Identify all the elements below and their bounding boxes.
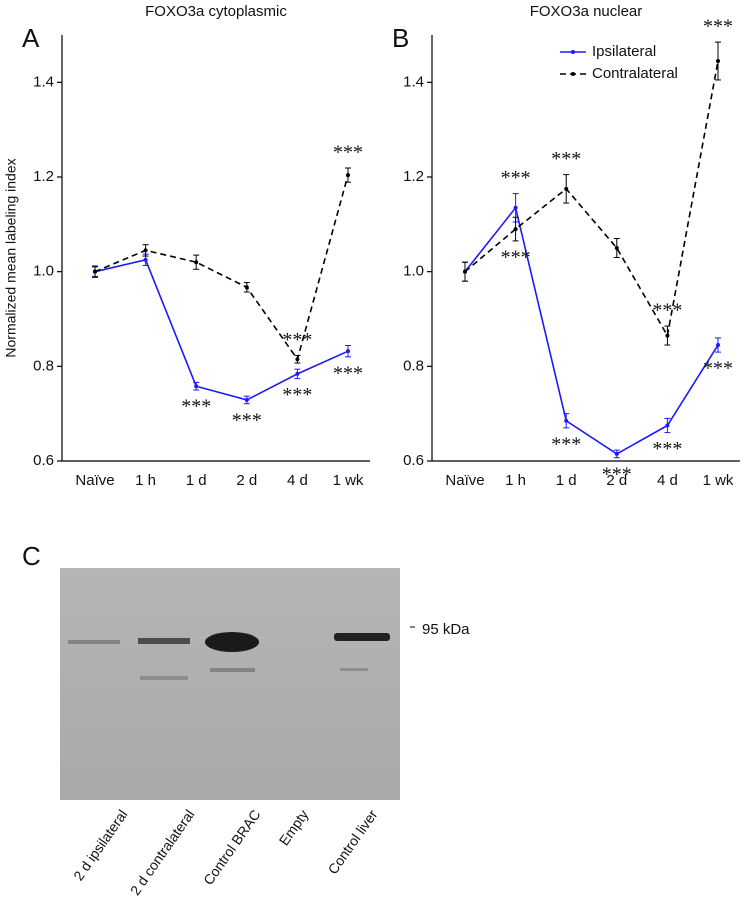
y-tick-label: 1.0: [33, 263, 54, 280]
significance-label: ***: [333, 362, 363, 384]
series-line: [464, 205, 719, 455]
y-tick-label: 1.4: [403, 73, 424, 90]
y-tick-label: 0.8: [33, 357, 54, 374]
x-tick-label: 4 d: [657, 472, 678, 489]
chart-title: FOXO3a cytoplasmic: [145, 3, 287, 20]
significance-label: ***: [551, 148, 581, 170]
band: [210, 668, 255, 672]
x-tick-label: 1 wk: [333, 472, 364, 489]
x-tick-label: Naïve: [445, 472, 484, 489]
data-point: [513, 227, 518, 232]
x-tick-label: Naïve: [75, 472, 114, 489]
significance-label: ***: [282, 384, 312, 406]
significance-label: ***: [501, 246, 531, 268]
band: [68, 640, 120, 644]
data-point: [564, 418, 569, 423]
band: [334, 633, 390, 641]
y-tick-label: 1.0: [403, 263, 424, 280]
significance-label: ***: [703, 358, 733, 380]
lane-label: Empty: [276, 807, 312, 849]
legend-label: Contralateral: [592, 65, 678, 82]
data-point: [194, 260, 199, 265]
blot-membrane: [60, 568, 400, 800]
data-point: [614, 246, 619, 250]
data-point: [93, 269, 97, 274]
lane-label: Control liver: [325, 806, 381, 877]
data-point: [665, 423, 670, 428]
data-point: [244, 397, 249, 402]
y-tick-label: 1.2: [403, 168, 424, 185]
data-point: [716, 59, 720, 64]
y-tick-label: 1.4: [33, 73, 54, 90]
band: [140, 676, 188, 680]
data-point: [716, 343, 720, 348]
data-point: [295, 357, 300, 362]
significance-label: ***: [501, 167, 531, 189]
y-axis-label: Normalized mean labeling index: [3, 158, 19, 357]
y-tick-label: 1.2: [33, 168, 54, 185]
data-point: [346, 173, 350, 178]
lane-label: 2 d ipsilateral: [70, 807, 130, 884]
series-line: [464, 60, 719, 338]
significance-label: ***: [181, 396, 211, 418]
lane-label: 2 d contralateral: [127, 807, 198, 898]
x-tick-label: 1 wk: [703, 472, 734, 489]
western-blot: 95 kDa: [60, 568, 470, 800]
data-point: [513, 205, 518, 210]
marker-label: 95 kDa: [422, 621, 470, 638]
x-tick-label: 1 d: [556, 472, 577, 489]
x-tick-label: 1 d: [186, 472, 207, 489]
significance-label: ***: [602, 463, 632, 485]
x-tick-label: 2 d: [606, 472, 627, 489]
data-point: [346, 349, 350, 354]
data-point: [463, 269, 467, 274]
data-point: [295, 371, 300, 376]
significance-label: ***: [703, 16, 733, 38]
data-point: [665, 333, 670, 338]
panel-label: B: [392, 23, 409, 53]
data-point: [244, 285, 249, 290]
panel-label: C: [22, 541, 41, 571]
band: [138, 638, 190, 644]
significance-label: ***: [282, 329, 312, 351]
significance-label: ***: [551, 433, 581, 455]
significance-label: ***: [652, 438, 682, 460]
data-point: [564, 186, 569, 191]
band: [205, 632, 259, 652]
x-tick-label: 1 h: [505, 472, 526, 489]
x-tick-label: 2 d: [236, 472, 257, 489]
lane-label: Control BRAC: [200, 807, 264, 888]
data-point: [143, 257, 148, 262]
legend-marker: [571, 72, 575, 76]
band: [340, 668, 368, 671]
y-tick-label: 0.6: [33, 452, 54, 469]
y-tick-label: 0.8: [403, 357, 424, 374]
legend-marker: [571, 50, 575, 54]
series-line: [94, 174, 349, 362]
y-tick-label: 0.6: [403, 452, 424, 469]
series-line: [94, 258, 349, 401]
chart-title: FOXO3a nuclear: [530, 3, 643, 20]
significance-label: ***: [333, 142, 363, 164]
significance-label: ***: [652, 300, 682, 322]
panel-label: A: [22, 23, 40, 53]
data-point: [143, 248, 148, 253]
x-tick-label: 1 h: [135, 472, 156, 489]
legend-label: Ipsilateral: [592, 43, 656, 60]
data-point: [194, 384, 199, 389]
data-point: [614, 451, 619, 456]
x-tick-label: 4 d: [287, 472, 308, 489]
significance-label: ***: [232, 409, 262, 431]
